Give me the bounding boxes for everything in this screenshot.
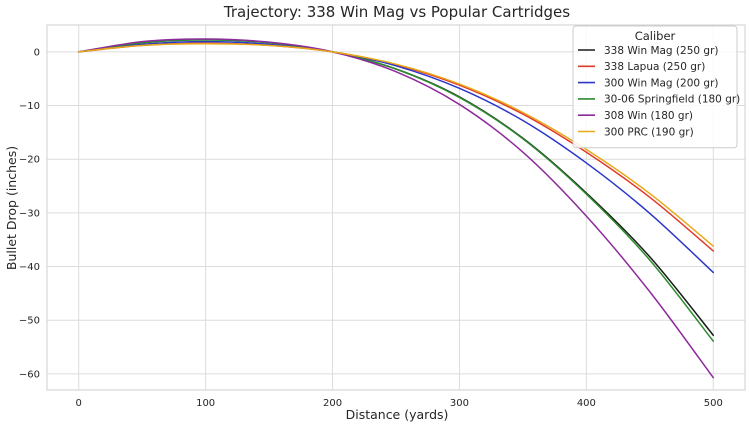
- legend-item: 300 Win Mag (200 gr): [578, 77, 719, 89]
- legend-title: Caliber: [635, 29, 676, 43]
- y-tick-label: −20: [19, 155, 40, 166]
- legend-item: 338 Win Mag (250 gr): [578, 45, 719, 57]
- x-tick-label: 0: [76, 398, 82, 409]
- legend-item: 300 PRC (190 gr): [578, 126, 694, 138]
- y-tick-label: −50: [19, 316, 40, 327]
- series-line: [77, 39, 715, 342]
- legend-label: 300 PRC (190 gr): [604, 126, 694, 138]
- x-tick-label: 400: [577, 398, 596, 409]
- legend-item: 30-06 Springfield (180 gr): [578, 94, 740, 106]
- legend-label: 338 Win Mag (250 gr): [604, 45, 719, 57]
- y-tick-label: 0: [34, 47, 40, 58]
- tick-labels: 0 100 200 300 400 500 0 −10 −20 −30 −40 −50 −60: [19, 47, 723, 409]
- series-line: [77, 38, 715, 379]
- y-tick-label: −10: [19, 101, 40, 112]
- y-tick-label: −40: [19, 262, 40, 273]
- legend-items: 338 Win Mag (250 gr) 338 Lapua (250 gr) 30…: [578, 45, 740, 138]
- legend-label: 300 Win Mag (200 gr): [604, 77, 719, 89]
- x-tick-label: 500: [704, 398, 723, 409]
- series-lines: [77, 38, 715, 379]
- chart-title: Trajectory: 338 Win Mag vs Popular Cartr…: [223, 3, 570, 21]
- legend-box: [572, 25, 738, 149]
- legend-label: 308 Win (180 gr): [604, 110, 693, 122]
- series-line: [77, 43, 715, 247]
- plot-frame: [46, 24, 746, 391]
- x-tick-label: 200: [323, 398, 342, 409]
- y-tick-label: −30: [19, 208, 40, 219]
- x-tick-label: 300: [450, 398, 469, 409]
- y-tick-label: −60: [19, 369, 40, 380]
- x-axis-label: Distance (yards): [346, 407, 449, 422]
- y-axis-label: Bullet Drop (inches): [4, 146, 19, 270]
- legend: Caliber 338 Win Mag (250 gr) 338 Lapua (2…: [572, 25, 740, 149]
- legend-item: 308 Win (180 gr): [578, 110, 693, 122]
- legend-label: 30-06 Springfield (180 gr): [604, 94, 740, 106]
- legend-item: 338 Lapua (250 gr): [578, 61, 705, 73]
- legend-label: 338 Lapua (250 gr): [604, 61, 705, 73]
- x-tick-label: 100: [196, 398, 215, 409]
- series-line: [77, 40, 715, 274]
